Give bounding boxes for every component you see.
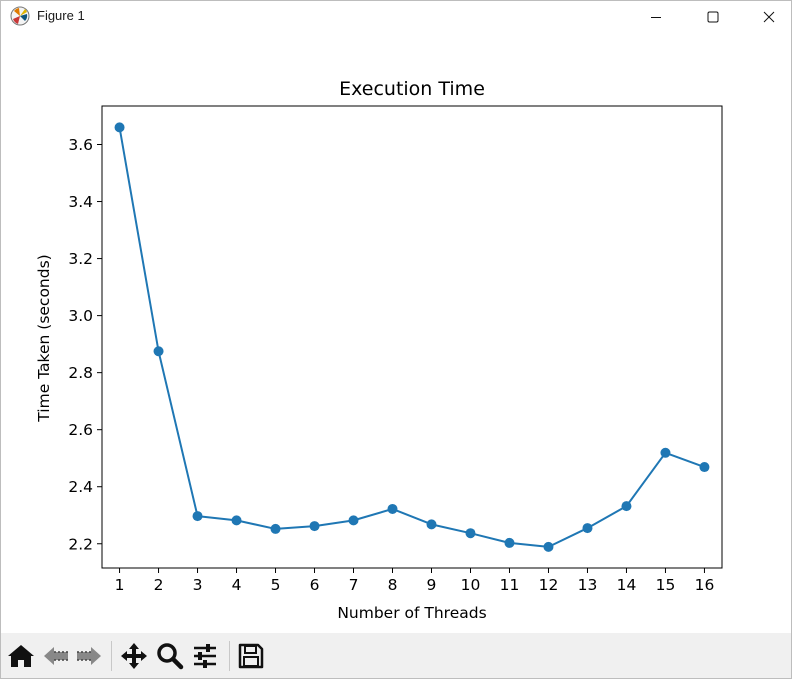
back-button[interactable] bbox=[41, 642, 71, 670]
data-point bbox=[621, 501, 632, 512]
magnifier-icon bbox=[157, 643, 184, 670]
minimize-button[interactable] bbox=[633, 1, 679, 32]
x-tick-label: 5 bbox=[271, 576, 281, 594]
series-line bbox=[118, 127, 705, 548]
x-axis-label: Number of Threads bbox=[337, 604, 486, 622]
data-point bbox=[270, 523, 281, 534]
x-tick-label: 1 bbox=[115, 576, 125, 594]
y-tick-label: 3.4 bbox=[68, 193, 93, 211]
x-tick-label: 16 bbox=[695, 576, 715, 594]
x-tick-label: 14 bbox=[617, 576, 637, 594]
x-tick-label: 2 bbox=[154, 576, 164, 594]
save-button[interactable] bbox=[236, 642, 266, 670]
home-icon bbox=[8, 645, 34, 667]
maximize-icon bbox=[707, 11, 719, 22]
navigation-toolbar bbox=[1, 633, 791, 678]
data-point bbox=[231, 515, 242, 526]
x-tick-label: 9 bbox=[427, 576, 437, 594]
plot-area: 1 2 3 4 5 6 7 8 9 10 11 12 13 14 15 162.22.42.62.83.03.… bbox=[68, 105, 723, 594]
figure-canvas[interactable]: Execution Time Number of Threads Time Ta… bbox=[1, 32, 791, 633]
window-title: Figure 1 bbox=[37, 8, 85, 23]
data-point bbox=[465, 528, 476, 539]
pan-button[interactable] bbox=[119, 642, 149, 670]
data-point bbox=[504, 537, 515, 548]
data-point bbox=[309, 521, 320, 532]
x-tick-label: 11 bbox=[500, 576, 520, 594]
home-button[interactable] bbox=[6, 642, 36, 670]
x-tick-label: 3 bbox=[193, 576, 203, 594]
forward-button[interactable] bbox=[74, 642, 104, 670]
close-icon bbox=[763, 11, 775, 22]
x-tick-label: 15 bbox=[656, 576, 676, 594]
x-tick-label: 8 bbox=[388, 576, 398, 594]
x-tick-label: 6 bbox=[310, 576, 320, 594]
line-chart: Execution Time Number of Threads Time Ta… bbox=[35, 78, 723, 622]
y-tick-label: 2.8 bbox=[68, 364, 93, 382]
y-tick-label: 3.2 bbox=[68, 250, 93, 268]
floppy-icon bbox=[238, 643, 264, 669]
maximize-button[interactable] bbox=[690, 1, 736, 32]
y-tick-label: 3.6 bbox=[68, 136, 93, 154]
data-point bbox=[153, 346, 164, 357]
zoom-button[interactable] bbox=[155, 642, 185, 670]
y-tick-label: 2.6 bbox=[68, 421, 93, 439]
data-point bbox=[348, 515, 359, 526]
data-point bbox=[699, 462, 710, 473]
y-tick-label: 3.0 bbox=[68, 307, 93, 325]
toolbar-separator bbox=[111, 641, 112, 671]
x-tick-label: 4 bbox=[232, 576, 242, 594]
data-point bbox=[582, 523, 593, 534]
y-tick-label: 2.4 bbox=[68, 478, 93, 496]
y-axis-label: Time Taken (seconds) bbox=[35, 254, 53, 422]
x-tick-label: 12 bbox=[539, 576, 559, 594]
back-arrow-icon bbox=[44, 647, 68, 665]
configure-subplots-button[interactable] bbox=[190, 642, 220, 670]
close-button[interactable] bbox=[746, 1, 791, 32]
data-point bbox=[426, 519, 437, 530]
x-tick-label: 13 bbox=[578, 576, 598, 594]
x-tick-label: 7 bbox=[349, 576, 359, 594]
data-point bbox=[387, 503, 398, 514]
axes-frame bbox=[101, 105, 723, 569]
title-bar[interactable]: Figure 1 bbox=[1, 1, 791, 32]
matplotlib-app-icon bbox=[10, 6, 30, 26]
move-icon bbox=[121, 643, 147, 669]
data-point bbox=[192, 511, 203, 522]
chart-title: Execution Time bbox=[339, 78, 485, 100]
data-point bbox=[543, 541, 554, 552]
minimize-icon bbox=[651, 16, 661, 18]
data-point bbox=[660, 447, 671, 458]
sliders-icon bbox=[194, 644, 216, 668]
data-point bbox=[114, 122, 125, 133]
x-tick-label: 10 bbox=[461, 576, 481, 594]
forward-arrow-icon bbox=[77, 647, 101, 665]
toolbar-separator bbox=[229, 641, 230, 671]
y-tick-label: 2.2 bbox=[68, 535, 93, 553]
